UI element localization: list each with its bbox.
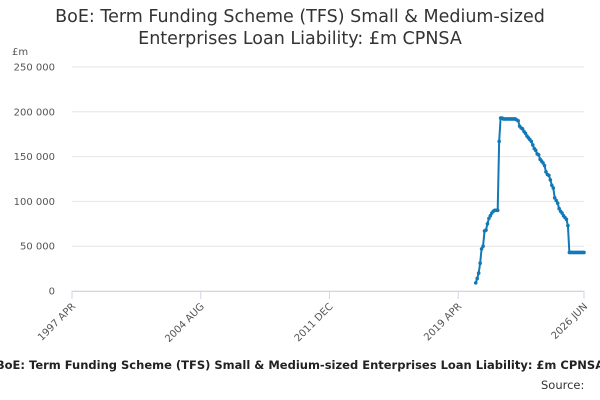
point [485,222,490,226]
point [550,183,554,188]
point [552,196,557,200]
point [475,276,480,281]
point [542,163,547,168]
y-tick-label: 200 000 [14,107,55,118]
point [551,186,556,190]
point [497,139,501,144]
x-tick-label: 1997 APR [36,301,78,343]
point [523,131,528,136]
point [481,244,485,248]
point [531,143,535,147]
chart-title: BoE: Term Funding Scheme (TFS) Small & M… [55,7,545,49]
point [557,206,561,211]
point [555,201,560,205]
point [478,261,482,266]
point [566,223,570,228]
point [520,127,525,131]
point [533,148,538,153]
y-tick-label: 250 000 [14,63,55,74]
y-tick-label: 150 000 [14,152,55,163]
point [582,250,586,255]
point [487,216,491,221]
point [495,208,500,213]
y-tick-label: 100 000 [14,197,55,208]
point [484,228,488,232]
point [541,161,545,165]
point [479,247,484,251]
point [548,178,553,182]
line [474,117,584,284]
x-tick-label: 2011 DEC [293,301,336,344]
point [560,211,564,215]
point [547,173,551,178]
point [554,198,559,203]
point [473,281,478,285]
point [544,170,548,174]
y-axis-label: £m [12,47,28,58]
x-tick-label: 2004 AUG [163,301,207,345]
x-tick-label: 2026 JUN [550,301,591,342]
point [516,118,520,123]
point [488,213,493,218]
point [564,217,569,222]
y-tick-label: 50 000 [20,242,55,253]
point [536,153,541,157]
source: Source: [541,378,585,392]
x-tick-label: 2019 APR [422,301,464,343]
y-tick-label: 0 [49,287,55,298]
point [476,271,481,275]
point [529,139,534,144]
footer: BoE: Term Funding Scheme (TFS) Small & M… [0,358,600,372]
